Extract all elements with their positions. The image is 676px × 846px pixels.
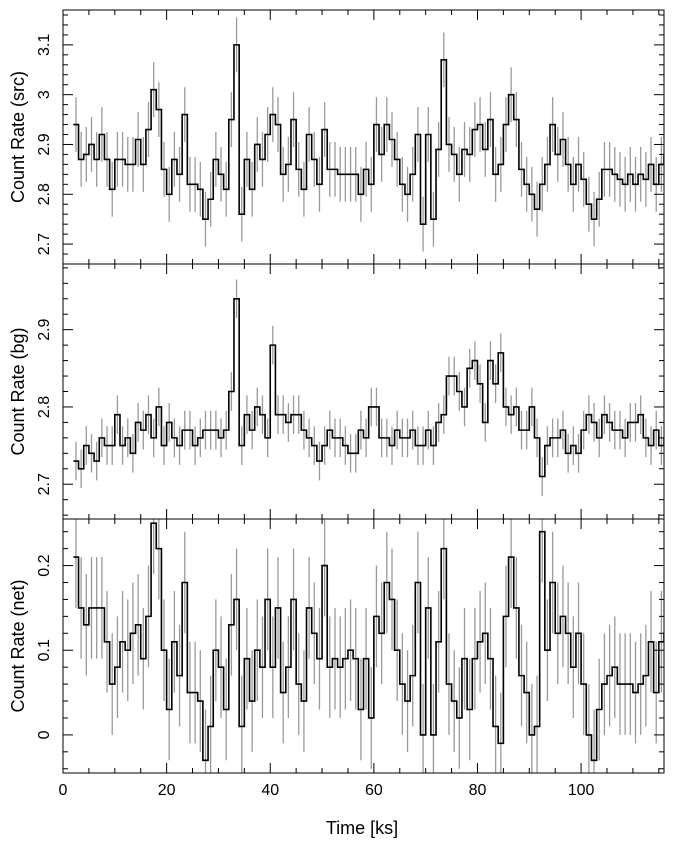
y-tick-label-src: 2.9 [36,133,53,155]
y-tick-label-net: 0.2 [36,554,53,576]
y-tick-label-bg: 2.7 [36,473,53,495]
x-tick-label: 60 [365,782,383,799]
x-tick-label: 20 [158,782,176,799]
y-axis-label-net: Count Rate (net) [8,579,28,712]
y-tick-label-src: 2.7 [36,233,53,255]
x-tick-label: 0 [59,782,68,799]
y-tick-label-bg: 2.9 [36,318,53,340]
series-line-bg [73,297,664,478]
y-tick-label-src: 3.1 [36,34,53,56]
y-axis-label-src: Count Rate (src) [8,71,28,203]
series-line-net [73,522,664,762]
x-tick-label: 100 [568,782,595,799]
panel-frame-src [62,9,665,265]
y-tick-label-net: 0.1 [36,639,53,661]
y-tick-label-bg: 2.8 [36,396,53,418]
x-tick-label: 40 [261,782,279,799]
y-tick-label-src: 3 [36,90,53,99]
series-line-src [73,44,664,225]
y-tick-label-net: 0 [36,730,53,739]
x-tick-label: 80 [469,782,487,799]
panel-src: 2.7 2.8 2.9 3 3.1 Count Rate (src) [8,9,665,265]
panel-bg: 2.7 2.8 2.9 Count Rate (bg) [8,263,665,520]
y-tick-label-src: 2.8 [36,183,53,205]
error-bars-bg [75,279,663,496]
y-axis-label-bg: Count Rate (bg) [8,327,28,455]
panels-layer: 2.7 2.8 2.9 3 3.1 Count Rate (src) 2.7 2.8 2.9 Co… [8,9,665,799]
x-axis-label: Time [ks] [326,818,398,838]
panel-net: 0 0.1 0.2 Count Rate (net) [8,518,665,774]
panel-frame-bg [62,263,665,520]
panel-frame-net [62,518,665,774]
